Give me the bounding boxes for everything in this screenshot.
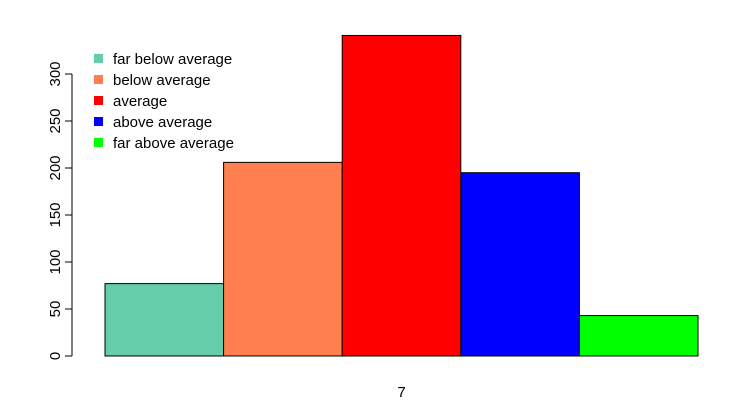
legend-label: above average	[113, 114, 212, 131]
legend-label: far above average	[113, 135, 234, 152]
bar	[578, 315, 699, 357]
legend-label: average	[113, 93, 167, 110]
legend: far below average below average average abo…	[94, 51, 234, 152]
legend-swatch	[94, 96, 103, 105]
y-tick-label: 250	[47, 108, 64, 133]
bar	[104, 283, 225, 357]
legend-label: far below average	[113, 51, 232, 68]
legend-swatch	[94, 75, 103, 84]
legend-swatch	[94, 54, 103, 63]
bar	[341, 34, 462, 357]
x-axis-labels: 7	[397, 384, 405, 401]
legend-swatch	[94, 117, 103, 126]
y-tick-label: 150	[47, 202, 64, 227]
bars	[104, 34, 699, 357]
y-tick-label: 300	[47, 61, 64, 86]
legend-label: below average	[113, 72, 211, 89]
y-axis: 0 50 100 150 200 250 300	[47, 61, 73, 360]
y-tick-label: 200	[47, 155, 64, 180]
x-group-label: 7	[397, 384, 405, 401]
y-tick-label: 0	[47, 352, 64, 360]
y-tick-label: 50	[47, 301, 64, 318]
bar	[223, 161, 343, 357]
bar	[460, 172, 580, 357]
legend-swatch	[94, 138, 103, 147]
y-tick-label: 100	[47, 249, 64, 274]
